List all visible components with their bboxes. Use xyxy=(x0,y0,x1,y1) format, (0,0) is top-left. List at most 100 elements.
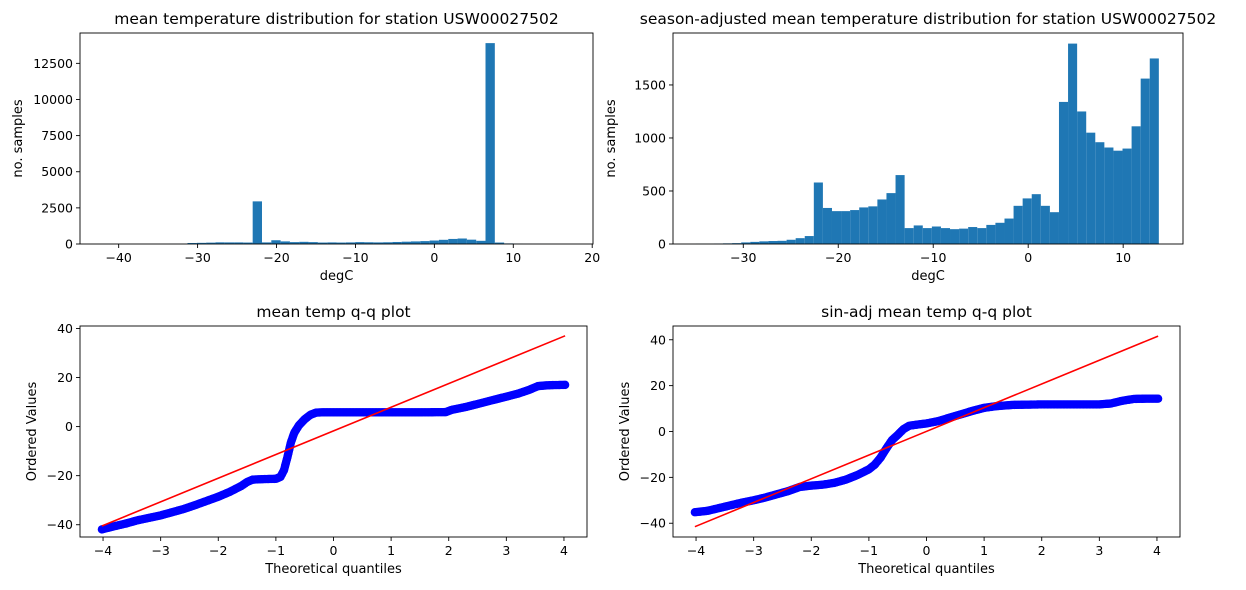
histogram-bar xyxy=(448,238,458,244)
y-tick-label: −40 xyxy=(640,516,666,531)
y-tick-label: 0 xyxy=(658,237,666,252)
histogram-bar xyxy=(877,199,887,244)
histogram-bar xyxy=(768,241,778,244)
x-tick-label: 4 xyxy=(1153,543,1161,558)
histogram-bar xyxy=(1104,147,1114,244)
chart-panel-3: −4 −3 −2 −1 0 1 2 3 4 −40 −20 0 20 40 mean temp q-q pl… xyxy=(25,303,588,577)
x-axis-label: Theoretical quantiles xyxy=(264,562,402,577)
histogram-bar xyxy=(373,242,384,244)
histogram-bar xyxy=(317,242,328,244)
y-axis-label: no. samples xyxy=(604,99,619,177)
x-tick-label: −30 xyxy=(730,250,756,265)
y-tick-label: −40 xyxy=(47,517,73,532)
histogram-bar xyxy=(968,227,978,244)
x-axis-label: Theoretical quantiles xyxy=(857,562,995,577)
histogram-bar xyxy=(977,228,987,244)
x-tick-label: 4 xyxy=(560,543,568,558)
histogram-bar xyxy=(904,228,914,244)
histogram-bar xyxy=(392,241,402,244)
histogram-bar xyxy=(271,240,281,244)
histogram-bar xyxy=(308,242,318,244)
histogram-bar xyxy=(243,242,253,244)
x-tick-label: −3 xyxy=(151,543,169,558)
histogram-bar xyxy=(831,211,842,244)
histogram-bar xyxy=(196,242,207,244)
histogram-bar xyxy=(1004,218,1014,244)
plot-marks xyxy=(97,335,570,534)
x-tick-label: −4 xyxy=(687,543,705,558)
x-tick-label: 3 xyxy=(502,543,510,558)
histogram-bar xyxy=(289,242,300,244)
x-tick-label: 2 xyxy=(1038,543,1046,558)
y-tick-label: 12500 xyxy=(33,56,73,71)
histogram-bar xyxy=(1040,205,1050,244)
histogram-bar xyxy=(327,242,337,244)
histogram-bar xyxy=(1058,101,1069,244)
y-tick-label: −20 xyxy=(47,468,73,483)
x-tick-label: −1 xyxy=(860,543,878,558)
histogram-bar xyxy=(786,239,796,244)
histogram-bar xyxy=(420,241,430,244)
y-tick-label: 0 xyxy=(65,419,73,434)
histogram-bar xyxy=(485,43,495,244)
histogram-bar xyxy=(262,242,272,244)
histogram-bar xyxy=(1113,150,1123,244)
histogram-bar xyxy=(940,228,951,244)
histogram-bar xyxy=(252,201,262,244)
x-tick-label: 1 xyxy=(387,543,395,558)
histogram-bar xyxy=(822,207,832,244)
histogram-bar xyxy=(1140,78,1150,244)
histogram-bar xyxy=(868,206,878,244)
x-tick-label: −3 xyxy=(744,543,762,558)
x-tick-label: −10 xyxy=(920,250,946,265)
histogram-bar xyxy=(224,242,235,244)
histogram-bar xyxy=(1013,205,1023,244)
histogram-bar xyxy=(345,242,356,244)
histogram-bar xyxy=(750,241,760,244)
x-tick-label: 10 xyxy=(1115,250,1131,265)
histogram-bar xyxy=(859,207,869,244)
histogram-bar xyxy=(476,240,486,244)
histogram-bar xyxy=(1086,132,1096,244)
histogram-bar xyxy=(336,242,346,244)
histogram-bar xyxy=(1049,212,1059,244)
y-axis-label: no. samples xyxy=(11,99,26,177)
qq-point xyxy=(1153,394,1163,403)
chart-title: sin-adj mean temp q-q plot xyxy=(821,303,1032,321)
histogram-bar xyxy=(1095,142,1105,244)
y-axis-label: Ordered Values xyxy=(25,382,40,482)
histogram-bar xyxy=(986,224,996,244)
x-tick-label: −20 xyxy=(825,250,851,265)
histogram-bar xyxy=(457,238,467,244)
histogram-bar xyxy=(280,241,290,244)
histogram-bar xyxy=(1077,111,1087,244)
y-tick-label: −20 xyxy=(640,470,666,485)
histogram-bar xyxy=(1031,194,1041,244)
histogram-bar xyxy=(355,242,365,244)
histogram-bar xyxy=(1022,198,1032,244)
axes-frame xyxy=(79,32,594,245)
qq-point xyxy=(560,380,570,390)
axes-frame xyxy=(672,32,1184,245)
histogram-bar xyxy=(438,239,449,244)
x-tick-label: 1 xyxy=(980,543,988,558)
x-axis-label: degC xyxy=(911,269,945,284)
x-tick-label: −20 xyxy=(263,250,289,265)
histogram-bar xyxy=(1122,148,1132,244)
plot-marks xyxy=(690,335,1163,528)
y-tick-label: 500 xyxy=(642,183,666,198)
x-tick-label: 10 xyxy=(505,250,521,265)
histogram-bar xyxy=(804,236,814,244)
histogram-bar xyxy=(215,242,225,244)
y-tick-label: 40 xyxy=(57,321,73,336)
y-tick-label: 0 xyxy=(65,237,73,252)
y-tick-label: 20 xyxy=(650,378,666,393)
histogram-bar xyxy=(850,210,860,244)
histogram-bar xyxy=(494,242,505,244)
y-axis-label: Ordered Values xyxy=(618,382,633,482)
x-tick-label: −30 xyxy=(184,250,210,265)
histogram-bar xyxy=(187,242,197,244)
histogram-bar xyxy=(777,240,787,244)
histogram-bar xyxy=(959,228,969,244)
